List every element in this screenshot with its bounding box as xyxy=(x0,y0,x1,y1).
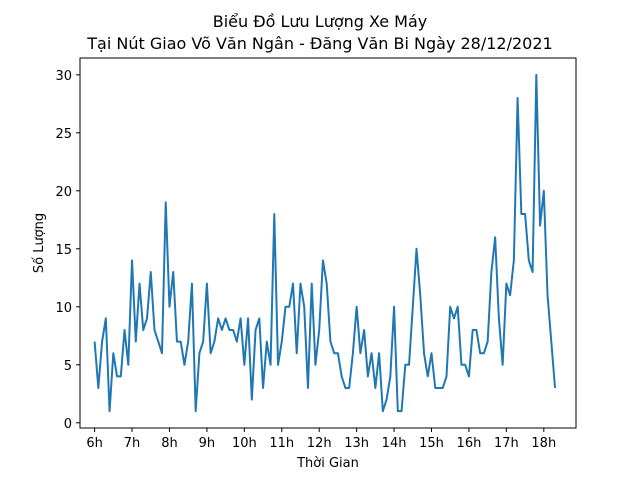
y-tick-label: 5 xyxy=(64,359,72,374)
y-tick-label: 0 xyxy=(64,417,72,432)
x-tick-label: 9h xyxy=(199,436,216,451)
x-tick-label: 8h xyxy=(161,436,178,451)
axes-frame xyxy=(79,57,577,429)
y-tick-label: 10 xyxy=(55,301,72,316)
x-axis-label: Thời Gian xyxy=(296,456,359,471)
axis-ticks: 6h 7h 8h 9h 10h 11h 12h 13h 14h 15h 16h 17h 18h 0 5 10 1… xyxy=(55,69,556,451)
y-axis-label: Số Lượng xyxy=(32,213,47,273)
y-tick-label: 20 xyxy=(55,185,72,200)
x-tick-label: 18h xyxy=(531,436,556,451)
x-tick-label: 15h xyxy=(419,436,444,451)
x-tick-label: 7h xyxy=(124,436,141,451)
x-tick-label: 17h xyxy=(494,436,519,451)
y-tick-label: 25 xyxy=(55,127,72,142)
series-line xyxy=(93,73,557,413)
chart-title-line-1: Biểu Đồ Lưu Lượng Xe Máy xyxy=(213,12,428,31)
x-tick-label: 11h xyxy=(269,436,294,451)
plot-area xyxy=(93,73,557,413)
x-tick-label: 14h xyxy=(382,436,407,451)
chart-title-line-2: Tại Nút Giao Võ Văn Ngân - Đăng Văn Bi N… xyxy=(86,34,552,53)
y-tick-label: 30 xyxy=(55,69,72,84)
x-tick-label: 13h xyxy=(344,436,369,451)
y-tick-label: 15 xyxy=(55,243,72,258)
x-tick-label: 16h xyxy=(457,436,482,451)
x-tick-label: 12h xyxy=(307,436,332,451)
x-tick-label: 6h xyxy=(86,436,103,451)
x-tick-label: 10h xyxy=(232,436,257,451)
